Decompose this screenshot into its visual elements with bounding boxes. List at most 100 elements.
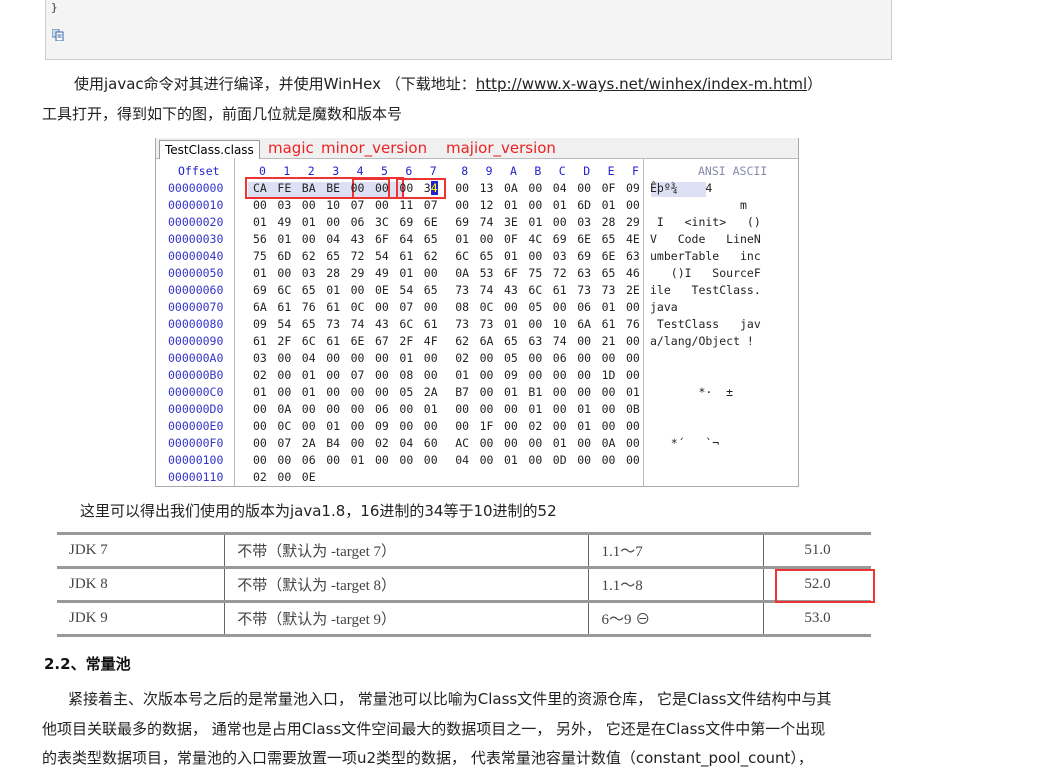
hex-byte[interactable]: 00 [350,181,365,195]
hex-byte[interactable]: 00 [528,368,543,382]
hex-byte[interactable]: 6C [301,334,316,348]
hex-byte[interactable]: 0A [504,181,518,195]
hex-byte[interactable]: 53 [479,266,494,280]
winhex-link[interactable]: http://www.x-ways.net/winhex/index-m.htm… [475,75,808,93]
hex-byte[interactable]: 6D [577,198,592,212]
hex-byte[interactable]: 00 [552,385,567,399]
hex-byte[interactable]: 00 [552,368,567,382]
hex-byte[interactable]: 00 [399,402,414,416]
hex-byte[interactable]: 01 [528,402,543,416]
hex-byte[interactable]: 00 [326,453,341,467]
hex-byte[interactable]: 00 [577,436,592,450]
hex-byte[interactable]: 73 [577,283,592,297]
hex-byte[interactable]: 00 [552,215,567,229]
hex-byte[interactable]: 00 [626,351,640,365]
hex-byte[interactable]: 61 [601,317,616,331]
hex-byte[interactable]: 00 [277,470,292,484]
hex-byte[interactable]: B1 [528,385,543,399]
hex-byte[interactable]: 54 [277,317,292,331]
hex-byte[interactable]: 01 [350,453,365,467]
hex-byte[interactable]: 01 [423,402,438,416]
hex-byte[interactable]: 07 [399,300,414,314]
hex-byte[interactable]: 69 [552,232,567,246]
hex-byte[interactable]: FE [277,181,292,195]
hex-byte[interactable]: 01 [326,419,341,433]
hex-byte[interactable]: 00 [375,300,389,314]
hex-byte[interactable]: 6A [253,300,267,314]
hex-byte[interactable]: 54 [399,283,414,297]
hex-byte[interactable]: 61 [326,300,341,314]
hex-byte[interactable]: 6A [577,317,592,331]
hex-byte[interactable]: 00 [423,266,438,280]
hex-byte[interactable]: 00 [479,385,494,399]
hex-byte[interactable]: 00 [455,402,470,416]
hex-byte[interactable]: 49 [277,215,292,229]
hex-byte[interactable]: 03 [301,266,316,280]
hex-byte[interactable]: 05 [528,300,543,314]
hex-byte[interactable]: 00 [626,198,640,212]
hex-byte[interactable]: 72 [350,249,365,263]
hex-byte[interactable]: 07 [350,198,365,212]
hex-byte[interactable]: 00 [528,317,543,331]
hex-byte[interactable]: 6C [455,249,470,263]
hex-byte[interactable]: 00 [626,334,640,348]
hex-byte[interactable]: 60 [423,436,438,450]
hex-byte[interactable]: 00 [504,300,518,314]
hex-byte[interactable]: 01 [504,249,518,263]
hex-byte[interactable]: 01 [552,436,567,450]
hex-byte[interactable]: 74 [552,334,567,348]
hex-byte[interactable]: 0C [277,419,292,433]
hex-byte[interactable]: 00 [577,334,592,348]
hex-byte[interactable]: 00 [350,283,365,297]
hex-byte[interactable]: 00 [528,453,543,467]
hex-byte[interactable]: 02 [528,419,543,433]
hex-byte[interactable]: 2F [399,334,414,348]
hex-byte[interactable]: 01 [277,232,292,246]
hex-byte[interactable]: 74 [479,215,494,229]
hex-byte[interactable]: 2F [277,334,292,348]
hex-byte[interactable]: 0C [350,300,365,314]
hex-byte[interactable]: 54 [375,249,389,263]
hex-byte[interactable]: 65 [601,232,616,246]
hex-byte[interactable]: 01 [455,232,470,246]
hex-byte[interactable]: 61 [399,249,414,263]
hex-byte[interactable]: 01 [399,351,414,365]
hex-byte[interactable]: 08 [455,300,470,314]
hex-byte[interactable]: 04 [399,436,414,450]
hex-byte[interactable]: 00 [528,249,543,263]
hex-byte[interactable]: 75 [528,266,543,280]
hex-byte[interactable]: 65 [423,283,438,297]
hex-byte[interactable]: 01 [301,215,316,229]
hex-byte[interactable]: 69 [253,283,267,297]
hex-byte[interactable]: 02 [455,351,470,365]
hex-byte[interactable]: 00 [350,402,365,416]
hex-byte[interactable]: 00 [277,368,292,382]
hex-byte[interactable]: 00 [528,436,543,450]
hex-byte[interactable]: BE [326,181,341,195]
hex-byte[interactable]: 00 [301,198,316,212]
hex-byte[interactable]: 00 [326,368,341,382]
hex-byte[interactable]: 00 [350,351,365,365]
hex-byte[interactable]: 00 [253,198,267,212]
hex-byte[interactable]: 00 [626,419,640,433]
hex-byte[interactable]: 4C [528,232,543,246]
hex-byte[interactable]: 00 [577,368,592,382]
hex-byte[interactable]: 09 [253,317,267,331]
hex-byte[interactable]: 00 [577,385,592,399]
hex-byte[interactable]: 00 [326,402,341,416]
hex-byte[interactable]: 10 [552,317,567,331]
hex-byte[interactable]: 13 [479,181,494,195]
hex-byte[interactable]: 00 [423,453,438,467]
hex-byte[interactable]: 01 [528,215,543,229]
hex-byte[interactable]: 00 [601,419,616,433]
hex-byte[interactable]: 73 [455,283,470,297]
hex-byte[interactable]: 61 [277,300,292,314]
hex-byte[interactable]: AC [455,436,470,450]
hex-byte[interactable]: 0E [375,283,389,297]
hex-byte[interactable]: 00 [399,453,414,467]
hex-byte[interactable]: 00 [375,181,389,195]
hex-byte[interactable]: 6C [399,317,414,331]
hex-byte[interactable]: 0B [626,402,640,416]
hex-byte[interactable]: 29 [350,266,365,280]
hex-byte[interactable]: 05 [504,351,518,365]
